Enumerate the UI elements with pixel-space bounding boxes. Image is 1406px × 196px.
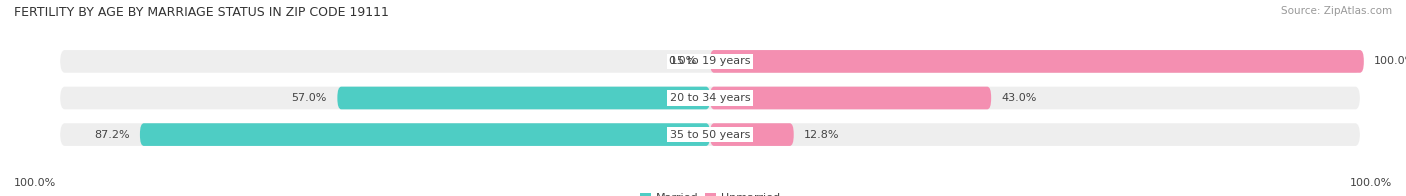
FancyBboxPatch shape — [710, 123, 794, 146]
FancyBboxPatch shape — [710, 50, 1364, 73]
Text: 15 to 19 years: 15 to 19 years — [669, 56, 751, 66]
Text: 20 to 34 years: 20 to 34 years — [669, 93, 751, 103]
Text: 100.0%: 100.0% — [1374, 56, 1406, 66]
FancyBboxPatch shape — [60, 123, 1360, 146]
Text: Source: ZipAtlas.com: Source: ZipAtlas.com — [1281, 6, 1392, 16]
Text: FERTILITY BY AGE BY MARRIAGE STATUS IN ZIP CODE 19111: FERTILITY BY AGE BY MARRIAGE STATUS IN Z… — [14, 6, 389, 19]
Text: 100.0%: 100.0% — [14, 178, 56, 188]
FancyBboxPatch shape — [710, 87, 991, 109]
Text: 43.0%: 43.0% — [1001, 93, 1038, 103]
FancyBboxPatch shape — [60, 87, 1360, 109]
Text: 0.0%: 0.0% — [669, 56, 697, 66]
Text: 35 to 50 years: 35 to 50 years — [669, 130, 751, 140]
Text: 87.2%: 87.2% — [94, 130, 129, 140]
FancyBboxPatch shape — [141, 123, 710, 146]
Legend: Married, Unmarried: Married, Unmarried — [636, 188, 785, 196]
Text: 12.8%: 12.8% — [804, 130, 839, 140]
Text: 100.0%: 100.0% — [1350, 178, 1392, 188]
Text: 57.0%: 57.0% — [291, 93, 328, 103]
FancyBboxPatch shape — [337, 87, 710, 109]
FancyBboxPatch shape — [60, 50, 1360, 73]
